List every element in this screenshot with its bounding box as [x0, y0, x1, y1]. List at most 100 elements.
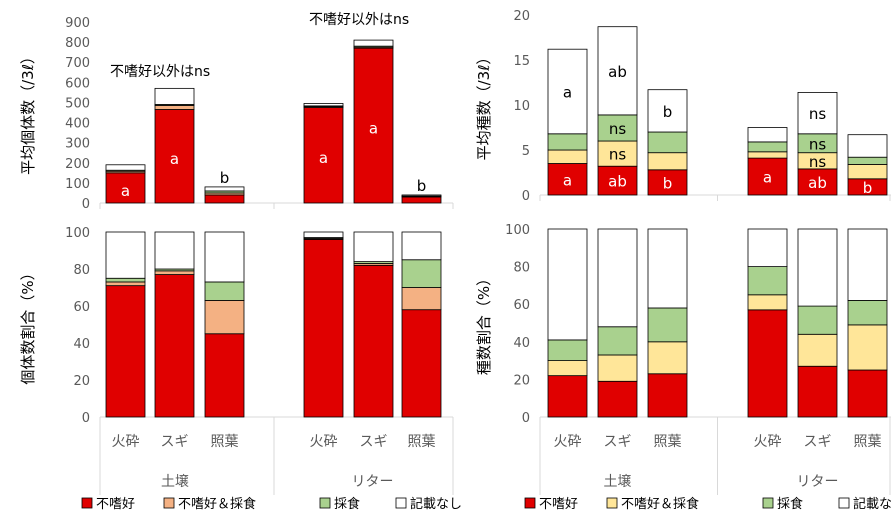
chart-individuals: 0 100 200 300 400 500 600 700 800 900 平均個体数（/3ℓ） a a… — [19, 12, 454, 212]
group-label: 土壌 — [604, 474, 632, 490]
y-tick-label: 20 — [73, 374, 90, 389]
bar-segment — [401, 259, 442, 288]
x-tick-label: スギ — [360, 434, 388, 450]
bar-segment — [747, 157, 788, 196]
bar-segment — [353, 264, 394, 418]
bar-segment — [105, 281, 146, 287]
group-label: リター — [797, 474, 839, 490]
y-tick-label: 20 — [513, 9, 530, 24]
bar-segment — [847, 163, 888, 180]
bar-label: ns — [809, 105, 827, 123]
bar-segment — [597, 380, 638, 418]
bar-segment — [797, 228, 838, 307]
bar-segment — [547, 228, 588, 341]
bar-segment — [547, 133, 588, 151]
bar-segment — [303, 238, 344, 418]
bar-segment — [597, 140, 638, 167]
bar-segment — [647, 341, 688, 375]
legend-label: 不嗜好 — [96, 497, 135, 512]
y-tick-label: 0 — [82, 411, 90, 426]
bar-segment — [353, 231, 394, 263]
bar-label: ab — [808, 174, 827, 192]
x-tick-label: 火砕 — [554, 434, 582, 450]
bar-label: b — [417, 177, 427, 195]
y-tick-label: 100 — [65, 226, 90, 241]
bar-label: a — [563, 84, 572, 102]
y-tick-label: 700 — [65, 56, 90, 71]
bar-segment — [154, 109, 195, 204]
bar-segment — [847, 134, 888, 158]
y-tick-label: 900 — [65, 16, 90, 31]
bar-segment — [303, 107, 344, 204]
bar-segment — [204, 333, 245, 418]
y-tick-label: 60 — [73, 300, 90, 315]
bar-label: ns — [609, 146, 627, 164]
bar-label: ns — [609, 120, 627, 138]
x-tick-label: スギ — [804, 434, 832, 450]
legend-swatch — [524, 497, 536, 509]
bar-segment — [647, 373, 688, 418]
bar-label: a — [121, 182, 130, 200]
bar-segment — [105, 164, 146, 171]
y-axis-label: 平均種数（/3ℓ） — [475, 50, 493, 161]
y-tick-label: 300 — [65, 137, 90, 152]
bar-segment — [154, 231, 195, 270]
y-tick-label: 800 — [65, 36, 90, 51]
bar-segment — [597, 228, 638, 328]
y-tick-label: 15 — [513, 54, 530, 69]
bar-segment — [401, 309, 442, 418]
x-tick-label: 照葉 — [408, 434, 436, 450]
bar-segment — [747, 228, 788, 267]
bar-segment — [204, 300, 245, 335]
y-tick-label: 600 — [65, 76, 90, 91]
bar-segment — [847, 369, 888, 418]
bar-segment — [401, 231, 442, 261]
bar-segment — [547, 163, 588, 196]
bar-segment — [797, 333, 838, 367]
bar-segment — [747, 127, 788, 143]
bar-segment — [647, 152, 688, 171]
bar-segment — [797, 168, 838, 196]
bar-segment — [105, 277, 146, 283]
y-tick-label: 40 — [513, 336, 530, 351]
bar-segment — [303, 103, 344, 107]
bar-segment — [597, 326, 638, 356]
bar-segment — [747, 309, 788, 418]
bar-label: b — [663, 174, 673, 192]
x-tick-label: 火砕 — [754, 434, 782, 450]
bar-segment — [847, 156, 888, 165]
bar-label: ns — [809, 153, 827, 171]
bar-segment — [547, 48, 588, 135]
annotation: 不嗜好以外はns — [110, 64, 210, 80]
y-tick-label: 10 — [513, 99, 530, 114]
y-tick-label: 0 — [522, 411, 530, 426]
bar-segment — [747, 141, 788, 153]
legend-swatch — [395, 497, 407, 509]
x-tick-label: 火砕 — [112, 434, 140, 450]
bar-segment — [597, 354, 638, 382]
legend-swatch — [606, 497, 618, 509]
bar-segment — [105, 285, 146, 418]
bar-label: a — [763, 169, 772, 187]
y-tick-label: 100 — [65, 177, 90, 192]
legend-swatch — [163, 497, 175, 509]
y-tick-label: 5 — [522, 144, 530, 159]
bar-segment — [647, 169, 688, 196]
bar-label: a — [319, 149, 328, 167]
bar-label: ab — [608, 63, 627, 81]
bar-segment — [747, 151, 788, 159]
bar-segment — [204, 194, 245, 204]
legend-label: 採食 — [777, 496, 803, 512]
bar-segment — [647, 307, 688, 343]
bar-segment — [303, 231, 344, 238]
y-axis-label: 平均個体数（/3ℓ） — [19, 49, 37, 175]
bar-label: b — [220, 169, 230, 187]
x-tick-label: 照葉 — [854, 434, 882, 450]
bar-segment — [797, 92, 838, 135]
bar-segment — [547, 360, 588, 377]
bar-segment — [154, 274, 195, 418]
bar-segment — [847, 324, 888, 371]
bar-segment — [204, 231, 245, 283]
bar-segment — [547, 339, 588, 362]
